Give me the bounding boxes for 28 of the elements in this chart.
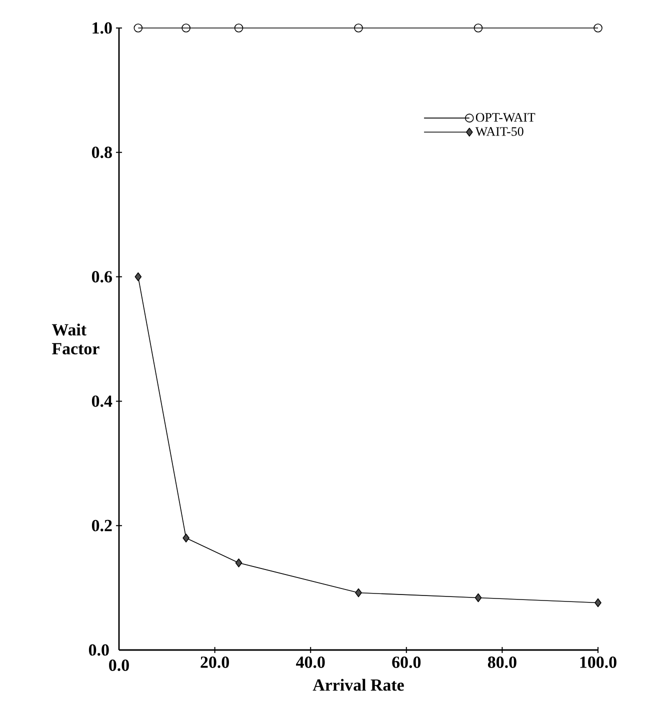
point bbox=[354, 24, 363, 32]
point bbox=[182, 24, 190, 32]
point bbox=[182, 534, 190, 542]
legend-label: WAIT-50 bbox=[475, 127, 524, 136]
point bbox=[594, 598, 602, 608]
y-tick-label: 0.4 bbox=[92, 395, 112, 407]
point bbox=[474, 593, 482, 602]
point bbox=[235, 558, 242, 568]
point bbox=[234, 24, 244, 32]
x-tick-label: 20.0 bbox=[200, 656, 229, 668]
point bbox=[134, 24, 143, 32]
x-tick-label: 60.0 bbox=[392, 656, 421, 668]
y-tick-label: 0.6 bbox=[92, 271, 112, 283]
x-tick-label: 40.0 bbox=[296, 656, 325, 668]
y-tick-label: 0.2 bbox=[92, 520, 112, 532]
y-axis-title: Wait Factor bbox=[52, 324, 100, 354]
x-tick-label: 80.0 bbox=[488, 656, 516, 668]
point bbox=[134, 272, 142, 282]
x-axis-title: Arrival Rate bbox=[312, 678, 404, 691]
x-tick-label: 0.0 bbox=[109, 660, 129, 672]
point bbox=[355, 588, 362, 598]
legend-label: OPT-WAIT bbox=[476, 113, 536, 122]
point bbox=[474, 24, 483, 32]
y-tick-label: 1.0 bbox=[92, 22, 112, 34]
y-tick-label: 0.8 bbox=[92, 146, 112, 158]
x-tick-label: 100.0 bbox=[580, 656, 616, 668]
y-tick-label: 0.0 bbox=[88, 644, 109, 656]
point bbox=[594, 24, 602, 32]
